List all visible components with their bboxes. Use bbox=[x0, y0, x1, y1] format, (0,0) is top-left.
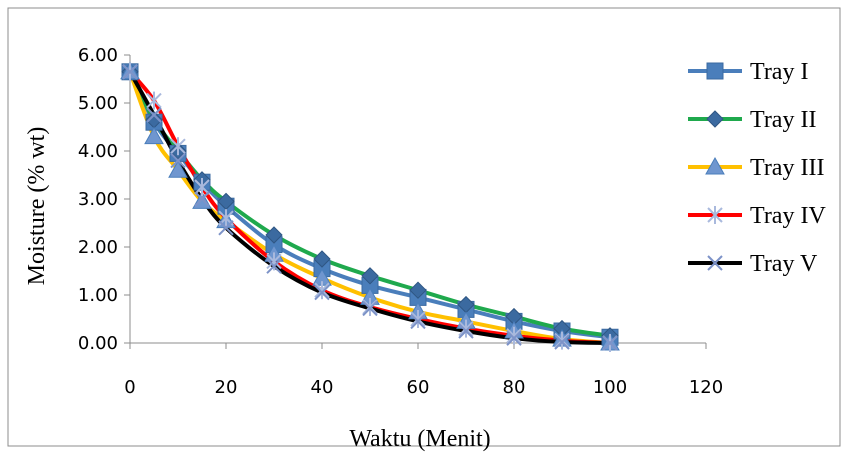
marker-stroke bbox=[170, 152, 186, 169]
marker-stroke bbox=[218, 220, 234, 236]
tray-5-point bbox=[266, 258, 282, 274]
tray-2-point bbox=[265, 226, 283, 244]
x-tick-label: 0 bbox=[124, 377, 135, 398]
tray-4-legend-marker bbox=[707, 206, 723, 224]
tray-3-legend-marker bbox=[705, 156, 725, 175]
marker-stroke bbox=[602, 335, 618, 351]
x-tick-label: 80 bbox=[503, 377, 526, 398]
x-tick-label: 40 bbox=[311, 377, 334, 398]
tray-4-point bbox=[362, 298, 378, 316]
tray-2-point bbox=[361, 267, 379, 285]
tray-5-point bbox=[506, 330, 522, 346]
y-tick-label: 3.00 bbox=[78, 189, 118, 210]
tray-4-point bbox=[314, 281, 330, 300]
tray-5-point bbox=[194, 191, 210, 207]
y-axis-title: Moisture (% wt) bbox=[24, 127, 50, 286]
tray-5-point bbox=[314, 284, 330, 301]
chart-border bbox=[7, 7, 841, 447]
y-tick-label: 2.00 bbox=[78, 237, 118, 258]
tray-5-legend-item: Tray V bbox=[688, 251, 818, 277]
y-tick-label: 6.00 bbox=[78, 45, 118, 66]
tray-5-point bbox=[146, 107, 162, 123]
tray-4-point bbox=[506, 326, 522, 345]
tray-2-legend-label: Tray II bbox=[750, 107, 816, 133]
x-tick-label: 120 bbox=[689, 377, 723, 398]
x-axis-title: Waktu (Menit) bbox=[349, 426, 490, 452]
tray-1-legend-label: Tray I bbox=[750, 59, 808, 85]
tray-3-point bbox=[168, 160, 188, 178]
x-tick-label: 60 bbox=[407, 377, 430, 398]
tray-5-point bbox=[410, 313, 426, 330]
axes: 0.00 1.00 2.00 3.00 4.00 5.00 6.00 0 20 40 60 80 100… bbox=[78, 45, 723, 398]
tray-5-point bbox=[122, 64, 138, 80]
tray-5-point bbox=[458, 323, 474, 339]
marker-stroke bbox=[410, 313, 426, 330]
marker-stroke bbox=[506, 330, 522, 346]
tray-1-legend-marker bbox=[706, 62, 724, 80]
marker-stroke bbox=[122, 64, 138, 80]
y-tick-label: 0.00 bbox=[78, 333, 118, 354]
tray-4-point bbox=[458, 319, 474, 338]
marker-stroke bbox=[362, 300, 378, 317]
tray-5-point bbox=[170, 152, 186, 169]
tray-2-legend-marker bbox=[706, 110, 724, 128]
tray-5-legend-label: Tray V bbox=[750, 251, 818, 277]
tray-3-legend-label: Tray III bbox=[750, 155, 824, 181]
marker-stroke bbox=[707, 255, 723, 271]
legend: Tray I Tray II Tray III Tray IV Tray V bbox=[688, 59, 826, 277]
tray-5-point bbox=[362, 300, 378, 317]
tray-3-point bbox=[144, 126, 164, 145]
tray-5-point bbox=[602, 335, 618, 351]
tray-4-point bbox=[410, 310, 426, 328]
marker-stroke bbox=[458, 323, 474, 339]
tray-3-legend-item: Tray III bbox=[688, 155, 824, 181]
marker-stroke bbox=[266, 258, 282, 274]
tray-4-point bbox=[170, 137, 186, 156]
tray-5-legend-marker bbox=[707, 255, 723, 271]
tray-4-point bbox=[194, 178, 210, 196]
y-tick-label: 4.00 bbox=[78, 141, 118, 162]
marker-stroke bbox=[314, 284, 330, 301]
tray-2-legend-item: Tray II bbox=[688, 107, 816, 133]
y-tick-label: 1.00 bbox=[78, 285, 118, 306]
tray-4-point bbox=[146, 91, 162, 110]
tray-2-point bbox=[409, 281, 427, 299]
tray-5-point bbox=[554, 334, 570, 350]
tray-2-point bbox=[313, 250, 331, 268]
tray-4-legend-item: Tray IV bbox=[688, 203, 826, 229]
marker-stroke bbox=[554, 334, 570, 350]
tray-1-legend-item: Tray I bbox=[688, 59, 808, 85]
x-tick-label: 100 bbox=[593, 377, 627, 398]
tray-4-point bbox=[554, 331, 570, 350]
tray-4-legend-label: Tray IV bbox=[750, 203, 826, 229]
y-tick-label: 5.00 bbox=[78, 93, 118, 114]
x-tick-label: 20 bbox=[215, 377, 238, 398]
marker-stroke bbox=[146, 107, 162, 123]
tray-5-point bbox=[218, 220, 234, 236]
marker-stroke bbox=[194, 191, 210, 207]
series-markers bbox=[120, 61, 620, 352]
